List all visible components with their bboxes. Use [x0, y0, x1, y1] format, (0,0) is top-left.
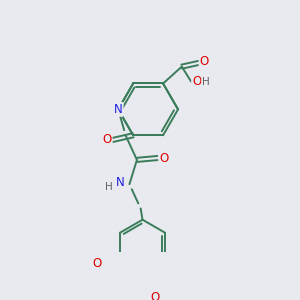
Text: O: O [200, 56, 209, 68]
Text: O: O [93, 257, 102, 270]
Text: O: O [192, 75, 201, 88]
Text: O: O [102, 134, 112, 146]
Text: H: H [202, 76, 210, 87]
Text: N: N [114, 103, 123, 116]
Text: O: O [159, 152, 169, 164]
Text: O: O [150, 291, 159, 300]
Text: H: H [105, 182, 113, 192]
Text: N: N [116, 176, 124, 189]
